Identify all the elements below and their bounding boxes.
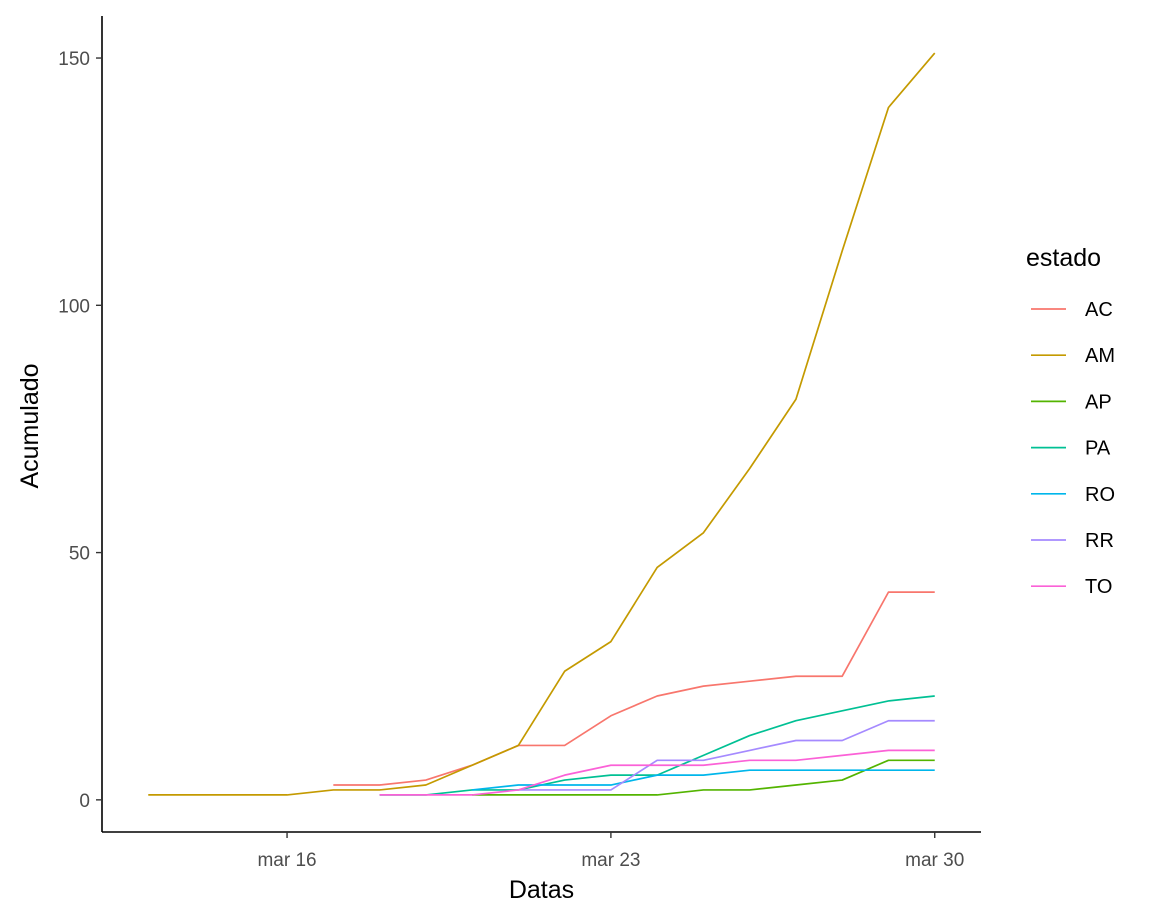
legend-label: TO xyxy=(1085,576,1112,598)
legend-title: estado xyxy=(1026,244,1101,272)
legend-label: PA xyxy=(1085,438,1111,460)
x-tick-label: mar 30 xyxy=(905,850,964,871)
legend-item-ro: RO xyxy=(1031,484,1115,506)
series-line-to xyxy=(379,749,935,796)
x-axis-title: Datas xyxy=(509,876,574,904)
y-axis-ticks: 0 50 100 150 xyxy=(58,49,102,812)
legend-item-rr: RR xyxy=(1031,530,1114,552)
y-tick-label: 100 xyxy=(58,296,90,317)
series-lines xyxy=(148,52,936,796)
legend-label: AP xyxy=(1085,391,1112,413)
legend-item-to: TO xyxy=(1031,576,1112,598)
legend-label: AC xyxy=(1085,299,1113,321)
series-line-ac xyxy=(333,591,935,786)
legend-item-ac: AC xyxy=(1031,299,1113,321)
legend-label: AM xyxy=(1085,345,1115,367)
series-line-ap xyxy=(472,759,935,796)
legend-item-ap: AP xyxy=(1031,391,1112,413)
legend: estado AC AM AP PA RO RR TO xyxy=(1026,244,1115,598)
y-tick-label: 150 xyxy=(58,49,90,70)
y-tick-label: 0 xyxy=(79,791,90,812)
plot-area: 0 50 100 150 mar 16 mar 23 mar 30 xyxy=(58,16,981,871)
x-tick-label: mar 16 xyxy=(257,850,316,871)
legend-label: RO xyxy=(1085,484,1115,506)
x-axis-ticks: mar 16 mar 23 mar 30 xyxy=(257,832,964,871)
legend-item-pa: PA xyxy=(1031,438,1111,460)
x-tick-label: mar 23 xyxy=(581,850,640,871)
y-axis-title: Acumulado xyxy=(16,363,44,488)
series-line-ro xyxy=(472,769,935,791)
y-tick-label: 50 xyxy=(69,544,90,565)
series-line-am xyxy=(148,52,936,796)
legend-label: RR xyxy=(1085,530,1114,552)
legend-items: AC AM AP PA RO RR TO xyxy=(1031,299,1115,598)
series-line-rr xyxy=(518,719,935,791)
legend-item-am: AM xyxy=(1031,345,1115,367)
series-line-pa xyxy=(379,695,935,796)
